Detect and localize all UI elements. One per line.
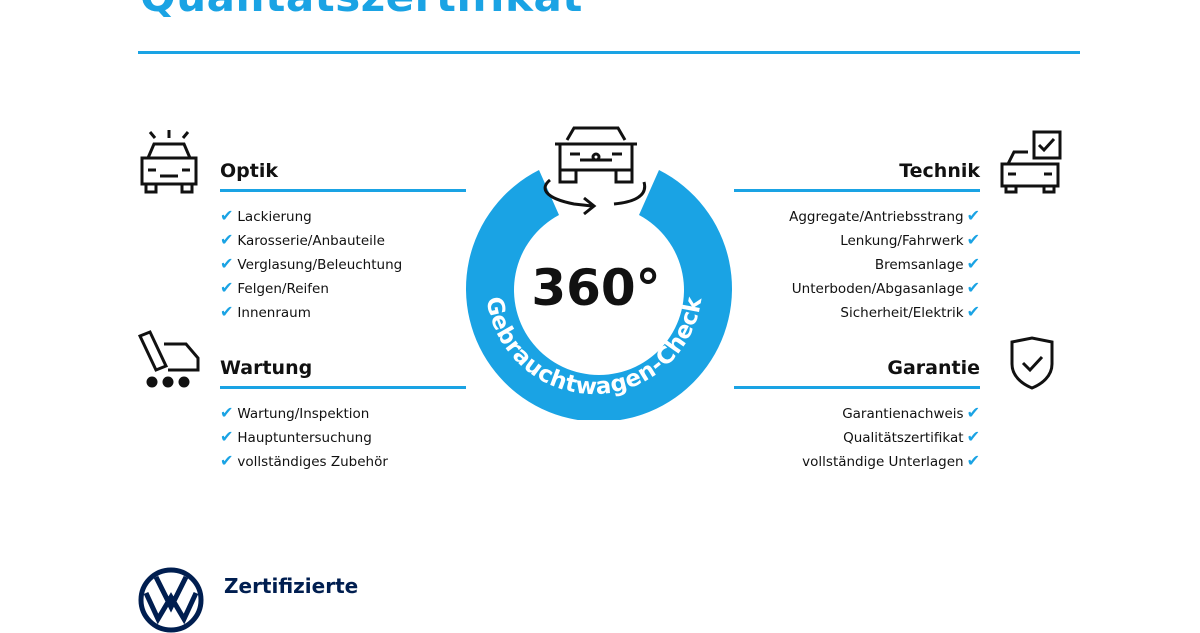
- list-item: ✔ Wartung/Inspektion: [220, 403, 370, 422]
- section-garantie: Garantie Garantienachweis ✔ Qualitätszert…: [734, 355, 980, 473]
- vw-logo: [138, 567, 204, 633]
- car-lights-icon: [140, 130, 198, 194]
- check-icon: ✔: [220, 302, 234, 321]
- check-icon: ✔: [220, 427, 234, 446]
- section-divider: [220, 386, 466, 389]
- list-item: ✔ Felgen/Reifen: [220, 278, 329, 297]
- section-optik: Optik ✔ Lackierung ✔ Karosserie/Anbauteile…: [220, 158, 466, 324]
- title-divider: [138, 51, 1080, 54]
- page-title: Qualitätszertifikat: [140, 0, 583, 21]
- list-item: ✔ Karosserie/Anbauteile: [220, 230, 385, 249]
- list-item: Lenkung/Fahrwerk ✔: [840, 230, 980, 249]
- check-icon: ✔: [966, 278, 980, 297]
- list-item: Unterboden/Abgasanlage ✔: [791, 278, 980, 297]
- badge-ring: [466, 170, 732, 420]
- section-heading: Garantie: [887, 357, 980, 379]
- check-icon: ✔: [966, 451, 980, 470]
- check-icon: ✔: [220, 206, 234, 225]
- list-item: ✔ Innenraum: [220, 302, 311, 321]
- car-checklist-icon: [1000, 130, 1062, 194]
- section-heading: Optik: [220, 160, 278, 182]
- list-item: ✔ Verglasung/Beleuchtung: [220, 254, 403, 273]
- shield-check-icon: [1010, 336, 1054, 390]
- service-cart-icon: [137, 330, 200, 388]
- section-divider: [734, 386, 980, 389]
- check-icon: ✔: [966, 403, 980, 422]
- check-icon: ✔: [220, 403, 234, 422]
- section-wartung: Wartung ✔ Wartung/Inspektion ✔ Hauptunters…: [220, 355, 466, 473]
- section-heading: Technik: [899, 160, 980, 182]
- check-icon: ✔: [220, 451, 234, 470]
- check-icon: ✔: [966, 254, 980, 273]
- list-item: vollständige Unterlagen ✔: [802, 451, 980, 470]
- footer-brand-text: Zertifizierte: [224, 574, 359, 598]
- list-item: ✔ vollständiges Zubehör: [220, 451, 388, 470]
- check-icon: ✔: [966, 206, 980, 225]
- check-icon: ✔: [966, 427, 980, 446]
- check-icon: ✔: [220, 254, 234, 273]
- section-technik: Technik Aggregate/Antriebsstrang ✔ Lenkun…: [734, 158, 980, 324]
- check-icon: ✔: [966, 302, 980, 321]
- list-item: ✔ Lackierung: [220, 206, 312, 225]
- check-icon: ✔: [220, 230, 234, 249]
- badge-number: 360°: [531, 259, 660, 317]
- section-divider: [220, 189, 466, 192]
- section-heading: Wartung: [220, 357, 313, 379]
- section-divider: [734, 189, 980, 192]
- car-rotate-icon: [543, 126, 647, 216]
- list-item: Sicherheit/Elektrik ✔: [840, 302, 980, 321]
- check-icon: ✔: [966, 230, 980, 249]
- list-item: Aggregate/Antriebsstrang ✔: [789, 206, 980, 225]
- list-item: ✔ Hauptuntersuchung: [220, 427, 372, 446]
- 360-check-badge: 360° Gebrauchtwagen-Check: [466, 126, 732, 420]
- list-item: Bremsanlage ✔: [874, 254, 980, 273]
- list-item: Garantienachweis ✔: [842, 403, 980, 422]
- list-item: Qualitätszertifikat ✔: [843, 427, 980, 446]
- check-icon: ✔: [220, 278, 234, 297]
